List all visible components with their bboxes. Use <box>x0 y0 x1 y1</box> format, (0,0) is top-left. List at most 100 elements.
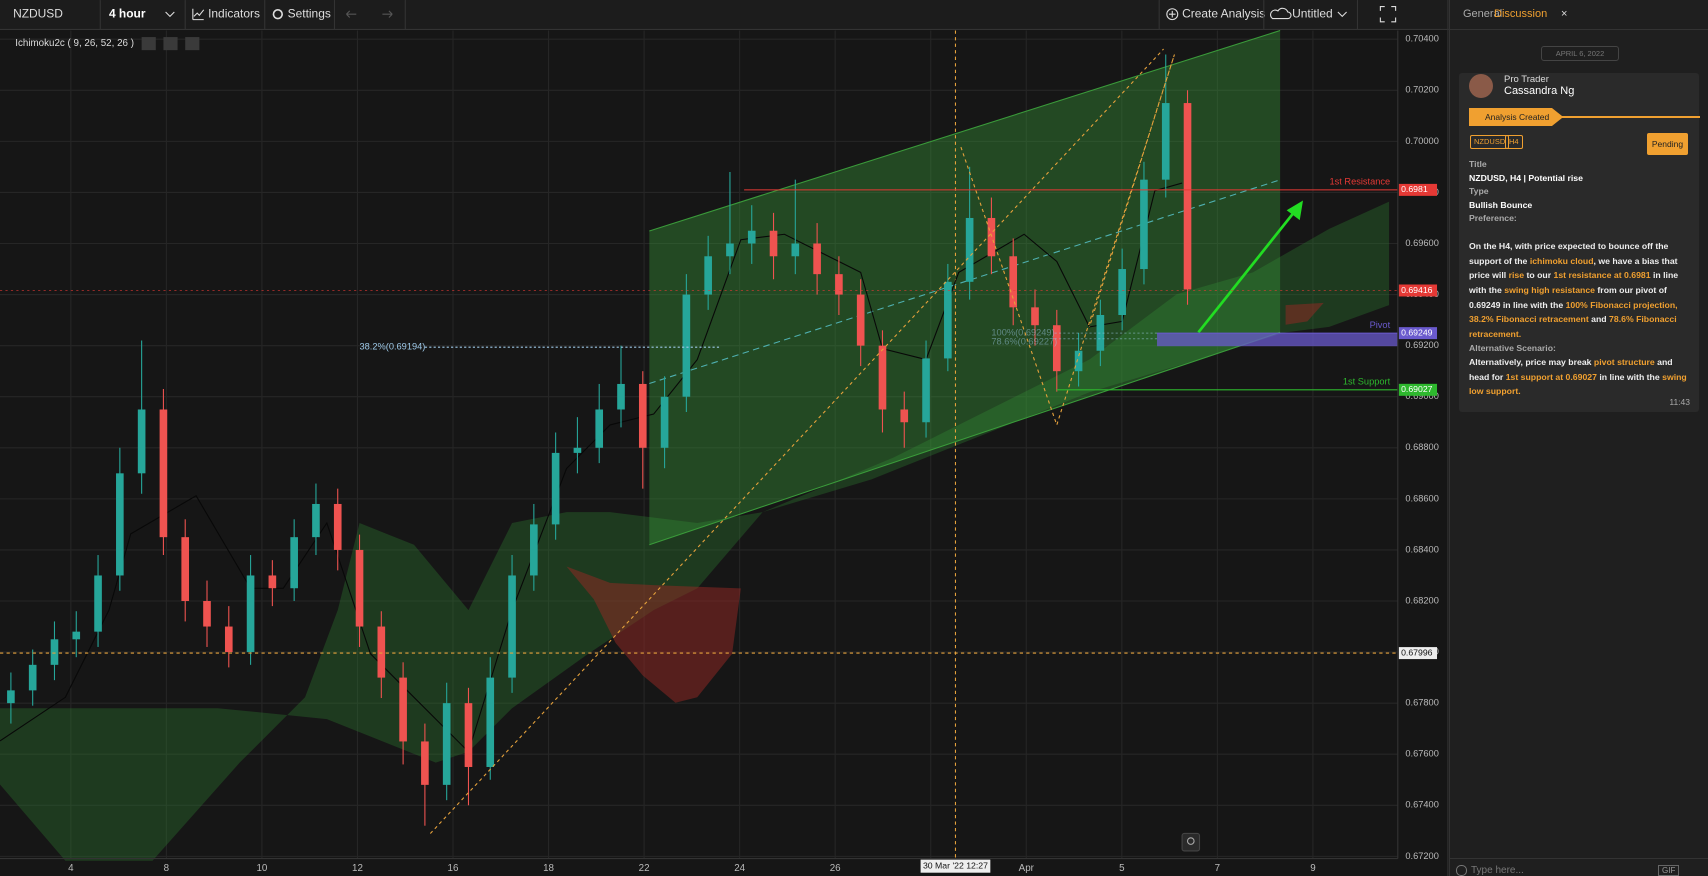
candle-body <box>203 601 211 627</box>
crosshair-price-box <box>1398 647 1438 660</box>
candle-body <box>530 524 538 576</box>
indicator-delete[interactable] <box>185 37 200 51</box>
interval-select[interactable]: 4 hour <box>109 6 146 20</box>
body-text: and head for <box>1469 356 1673 382</box>
x-tick-label: 16 <box>448 863 459 874</box>
cloud-icon <box>1270 7 1292 20</box>
candle-body <box>399 677 407 742</box>
hint-button[interactable] <box>1181 832 1201 852</box>
candle-body <box>377 626 386 678</box>
fib-label: 38.2%(0.69194) <box>360 342 426 352</box>
candle-body <box>72 631 81 640</box>
x-tick-label: 18 <box>543 863 554 874</box>
candle-body <box>312 503 320 538</box>
candle-body <box>595 409 604 448</box>
toolbar: NZDUSD 4 hour Indicators Settings Create… <box>0 0 1449 876</box>
create-analysis-button[interactable]: Create Analysis <box>1182 6 1265 20</box>
candle-body <box>464 703 473 767</box>
spacer <box>1469 226 1691 239</box>
x-tick-label: 26 <box>830 863 841 874</box>
candle-body <box>355 549 364 627</box>
level-name: Pivot <box>1370 320 1391 330</box>
y-tick-label: 0.70200 <box>1405 85 1438 95</box>
indicators-button[interactable]: Indicators <box>208 6 260 20</box>
tab-divider <box>1450 29 1708 30</box>
highlight-text: swing high resistance <box>1504 285 1595 296</box>
price-label: 0.69416 <box>1401 285 1433 295</box>
layout-select[interactable]: Untitled <box>1292 6 1333 20</box>
candle-body <box>442 703 451 785</box>
drawings-over <box>429 48 1304 852</box>
gif-button[interactable]: GIF <box>1658 865 1680 876</box>
y-tick-label: 0.68800 <box>1405 442 1438 452</box>
crosshair-price: 0.67996 <box>1401 647 1433 657</box>
undo-button[interactable] <box>346 10 357 18</box>
field-label: Type <box>1469 186 1489 197</box>
candle-body <box>333 503 342 550</box>
highlight-text: 78.6% Fibonacci retracement. <box>1469 314 1677 340</box>
fib-label: 78.6%(0.69227) <box>991 336 1057 346</box>
highlight-text: ichimoku cloud <box>1529 255 1594 266</box>
field-value: NZDUSD, H4 | Potential rise <box>1469 172 1583 183</box>
indicator-settings[interactable] <box>163 37 178 51</box>
pivot-zone <box>1157 333 1398 347</box>
candle-body <box>900 409 909 423</box>
y-tick-label: 0.69600 <box>1405 238 1438 248</box>
settings-button[interactable]: Settings <box>288 6 331 20</box>
candle-body <box>551 452 560 525</box>
candle-body <box>617 383 625 410</box>
tab-discussion[interactable]: Discussion <box>1494 8 1548 20</box>
fibonacci-projection <box>960 54 1175 427</box>
candle-body <box>813 243 821 275</box>
trend-line <box>429 48 1164 834</box>
candle-body <box>159 409 168 538</box>
redo-button[interactable] <box>382 10 393 18</box>
highlight-text: rise <box>1508 270 1525 281</box>
symbol[interactable]: NZDUSD <box>13 6 63 20</box>
y-tick-label: 0.67600 <box>1405 749 1438 759</box>
x-tick-label: 10 <box>256 863 267 874</box>
candle-body <box>1052 325 1061 372</box>
ichimoku-cloud-bear <box>1285 302 1324 325</box>
x-tick-label: 24 <box>734 863 745 874</box>
message-input[interactable]: Type here... <box>1471 865 1524 876</box>
price-label: 0.6981 <box>1401 184 1428 194</box>
create-icon-plus <box>1169 10 1176 18</box>
candle-body <box>987 217 996 257</box>
candle-body <box>421 741 429 785</box>
y-tick-label: 0.69200 <box>1405 340 1438 350</box>
author-role: Pro Trader <box>1504 74 1549 85</box>
status-button[interactable]: Pending <box>1647 133 1688 155</box>
ichimoku-line <box>0 182 1183 753</box>
banner-line <box>1469 116 1700 118</box>
field-label: Title <box>1469 159 1487 169</box>
preference-label: Preference: <box>1469 213 1517 224</box>
status-banner: Analysis Created <box>1469 108 1564 126</box>
candle-body <box>1183 103 1192 290</box>
analysis-card: Pro Trader Cassandra Ng Analysis Created… <box>1459 73 1700 412</box>
candle-body <box>682 294 691 397</box>
highlight-text: 1st resistance at 0.6981 <box>1553 270 1651 281</box>
input-divider <box>1450 858 1708 859</box>
candle-body <box>922 358 930 423</box>
candle-body <box>965 217 974 282</box>
fullscreen-button[interactable] <box>1379 6 1397 23</box>
ichimoku-cloud-bull <box>0 201 1390 861</box>
candle-body <box>7 690 15 704</box>
indicator-visibility[interactable] <box>141 37 156 51</box>
author-name: Cassandra Ng <box>1504 85 1575 97</box>
levels: 1st Resistance Pivot 1st Support 38.2%(0.69… <box>0 177 1398 654</box>
price-label: 0.69249 <box>1401 327 1433 337</box>
candle-body <box>1118 269 1126 316</box>
tab-general[interactable]: General <box>1463 8 1503 20</box>
projection-arrowhead <box>1286 200 1304 221</box>
candle-body <box>638 383 647 448</box>
ichimoku-cloud-bear <box>566 566 741 703</box>
add-button[interactable] <box>1456 865 1467 876</box>
candle-body <box>1140 179 1148 270</box>
candle-body <box>1031 307 1039 326</box>
y-tick-label: 0.68400 <box>1405 544 1438 554</box>
tab-close[interactable]: × <box>1561 8 1568 20</box>
y-tick-label: 0.67200 <box>1405 851 1438 861</box>
candle-body <box>181 537 190 602</box>
